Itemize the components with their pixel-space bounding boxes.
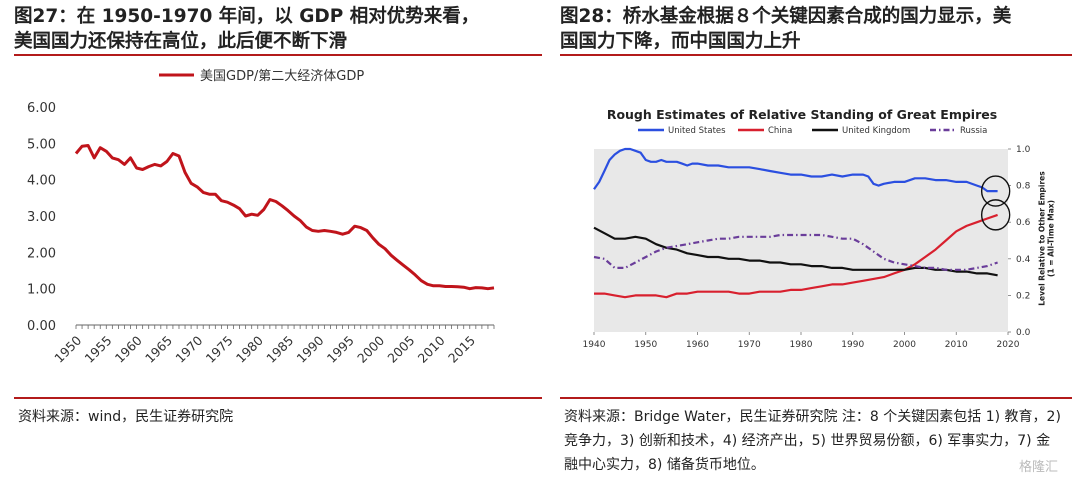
left-title-line-1: 图27：在 1950-1970 年间，以 GDP 相对优势来看， — [14, 6, 480, 27]
x-tick-label: 2010 — [415, 333, 448, 366]
left-title-line-2: 美国国力还保持在高位，此后便不断下滑 — [14, 31, 348, 52]
x-tick-label: 1995 — [324, 333, 357, 366]
y-tick-label: 1.00 — [27, 283, 56, 298]
x-tick-label: 2015 — [445, 333, 478, 366]
legend-item: China — [738, 126, 792, 136]
great-empires-chart: Rough Estimates of Relative Standing of … — [583, 107, 1056, 350]
x-tick-label: 1960 — [686, 340, 709, 350]
series-line-us-gdp-ratio — [74, 144, 495, 291]
left-figure-title: 图27：在 1950-1970 年间，以 GDP 相对优势来看， 美国国力还保持… — [14, 4, 542, 54]
x-tick-label: 2005 — [384, 333, 417, 366]
right-source-note: 资料来源：Bridge Water，民生证券研究院 注：8 个关键因素包括 1)… — [564, 409, 1061, 473]
x-tick-label: 1980 — [790, 340, 813, 350]
x-tick-label: 2000 — [354, 333, 387, 366]
legend-label: 美国GDP/第二大经济体GDP — [200, 69, 364, 84]
right-title-line-1: 图28：桥水基金根据８个关键因素合成的国力显示，美 — [560, 6, 1012, 27]
y-tick-label: 6.00 — [27, 101, 56, 116]
legend-item: Russia — [930, 126, 987, 136]
left-figure-panel: 图27：在 1950-1970 年间，以 GDP 相对优势来看， 美国国力还保持… — [14, 0, 542, 481]
x-tick-label: 1960 — [112, 333, 145, 366]
x-tick-label: 1965 — [142, 333, 175, 366]
right-bottom-rule — [560, 397, 1072, 399]
y-axis-label-line: (1 = All-Time Max) — [1047, 200, 1056, 277]
y-tick-label: 0.6 — [1016, 218, 1031, 228]
legend-label: United States — [668, 126, 726, 136]
x-tick-label: 1970 — [172, 333, 205, 366]
y-tick-label: 0.00 — [27, 319, 56, 334]
y-tick-label: 0.0 — [1016, 328, 1031, 338]
x-tick-label: 1975 — [203, 333, 236, 366]
y-tick-label: 0.4 — [1016, 255, 1031, 265]
x-tick-label: 1950 — [634, 340, 657, 350]
x-tick-label: 1980 — [233, 333, 266, 366]
y-tick-label: 5.00 — [27, 137, 56, 152]
legend: United States China United Kingdom Russia — [638, 126, 987, 136]
y-axis-label: Level Relative to Other Empires(1 = All-… — [1038, 171, 1056, 306]
right-figure-title: 图28：桥水基金根据８个关键因素合成的国力显示，美 国国力下降，而中国国力上升 — [560, 4, 1072, 54]
x-tick-label: 1955 — [81, 333, 114, 366]
y-tick-label: 4.00 — [27, 174, 56, 189]
y-tick-label: 0.2 — [1016, 291, 1030, 301]
chart-title: Rough Estimates of Relative Standing of … — [607, 107, 997, 122]
legend-label: China — [768, 126, 792, 136]
annotation-circle-china — [980, 199, 1011, 231]
legend-label: Russia — [960, 126, 987, 136]
y-tick-label: 3.00 — [27, 210, 56, 225]
x-tick-label: 1950 — [51, 333, 84, 366]
right-figure-panel: 图28：桥水基金根据８个关键因素合成的国力显示，美 国国力下降，而中国国力上升 … — [560, 0, 1072, 481]
gdp-ratio-chart: 美国GDP/第二大经济体GDP 0.00 1.00 2.00 3.00 4.00 5.00 6… — [27, 69, 495, 366]
x-tick-label: 1940 — [583, 340, 606, 350]
y-tick-label: 0.8 — [1016, 182, 1031, 192]
right-top-rule — [560, 54, 1072, 56]
annotation-circle-us — [980, 175, 1011, 207]
y-tick-label: 2.00 — [27, 246, 56, 261]
x-tick-label: 1990 — [294, 333, 327, 366]
legend-item: United Kingdom — [812, 126, 910, 136]
x-tick-label: 1990 — [841, 340, 864, 350]
series-line-china — [594, 213, 998, 299]
left-top-rule — [14, 54, 542, 56]
left-source-note: 资料来源：wind，民生证券研究院 — [18, 409, 234, 425]
y-axis-label-line: Level Relative to Other Empires — [1038, 171, 1047, 306]
x-tick-label: 1970 — [738, 340, 761, 350]
legend: 美国GDP/第二大经济体GDP — [159, 69, 364, 84]
series-line-united-states — [593, 147, 998, 193]
x-tick-label: 2010 — [945, 340, 968, 350]
x-tick-label: 1985 — [263, 333, 296, 366]
watermark-logo: 格隆汇 — [1018, 460, 1058, 475]
legend-label: United Kingdom — [842, 126, 910, 136]
x-tick-label: 2020 — [997, 340, 1020, 350]
right-title-line-2: 国国力下降，而中国国力上升 — [560, 31, 801, 52]
legend-item: United States — [638, 126, 726, 136]
left-bottom-rule — [14, 397, 542, 399]
y-tick-label: 1.0 — [1016, 145, 1031, 155]
series-line-russia — [593, 233, 998, 271]
x-tick-label: 2000 — [893, 340, 916, 350]
